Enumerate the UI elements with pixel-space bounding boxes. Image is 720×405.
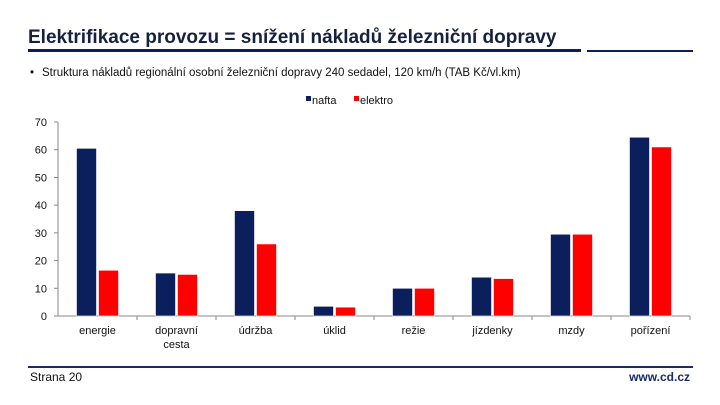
bar-nafta bbox=[471, 276, 492, 317]
bar-elektro bbox=[335, 306, 356, 317]
legend-swatch-elektro bbox=[354, 96, 359, 101]
footer-rule bbox=[28, 366, 693, 368]
chart-subtitle-text: Struktura nákladů regionální osobní žele… bbox=[42, 67, 521, 79]
x-tick-label: pořízení bbox=[631, 325, 671, 337]
x-tick-label: jízdenky bbox=[471, 325, 513, 337]
y-tick-label: 0 bbox=[41, 311, 47, 323]
bar-nafta bbox=[629, 136, 650, 317]
bar-elektro bbox=[651, 146, 672, 317]
bar-elektro bbox=[98, 269, 119, 317]
y-tick-label: 60 bbox=[35, 145, 47, 157]
legend-swatch-nafta bbox=[306, 96, 311, 101]
legend-label-nafta: nafta bbox=[312, 95, 337, 107]
bar-elektro bbox=[493, 278, 514, 317]
bar-nafta bbox=[155, 272, 176, 317]
x-tick-label: režie bbox=[402, 325, 426, 337]
chart-subtitle: • Struktura nákladů regionální osobní žel… bbox=[30, 67, 521, 79]
x-tick-label: mzdy bbox=[558, 325, 585, 337]
bar-elektro bbox=[572, 233, 593, 317]
bullet-marker: • bbox=[30, 67, 35, 79]
bar-nafta bbox=[550, 233, 571, 317]
slide-title: Elektrifikace provozu = snížení nákladů … bbox=[28, 27, 557, 48]
x-tick-label: údržba bbox=[239, 325, 274, 337]
y-tick-label: 10 bbox=[35, 283, 47, 295]
x-tick-label: dopravní cesta bbox=[155, 325, 198, 351]
y-tick-label: 70 bbox=[35, 117, 47, 129]
y-tick-label: 20 bbox=[35, 256, 47, 268]
x-tick-label: energie bbox=[79, 325, 116, 337]
title-underline bbox=[28, 49, 581, 52]
bar-elektro bbox=[414, 287, 435, 317]
bar-elektro bbox=[177, 274, 198, 317]
bar-nafta bbox=[234, 210, 255, 317]
title-underline-accent bbox=[587, 50, 693, 52]
bar-nafta bbox=[392, 287, 413, 317]
bar-elektro bbox=[256, 243, 277, 317]
page-number: Strana 20 bbox=[30, 370, 83, 384]
bar-nafta bbox=[313, 305, 334, 317]
y-tick-label: 40 bbox=[35, 200, 47, 212]
legend-label-elektro: elektro bbox=[360, 95, 393, 107]
bar-nafta bbox=[76, 148, 97, 317]
y-tick-label: 50 bbox=[35, 172, 47, 184]
y-tick-label: 30 bbox=[35, 228, 47, 240]
website-link[interactable]: www.cd.cz bbox=[629, 370, 690, 384]
x-tick-label: úklid bbox=[323, 325, 346, 337]
